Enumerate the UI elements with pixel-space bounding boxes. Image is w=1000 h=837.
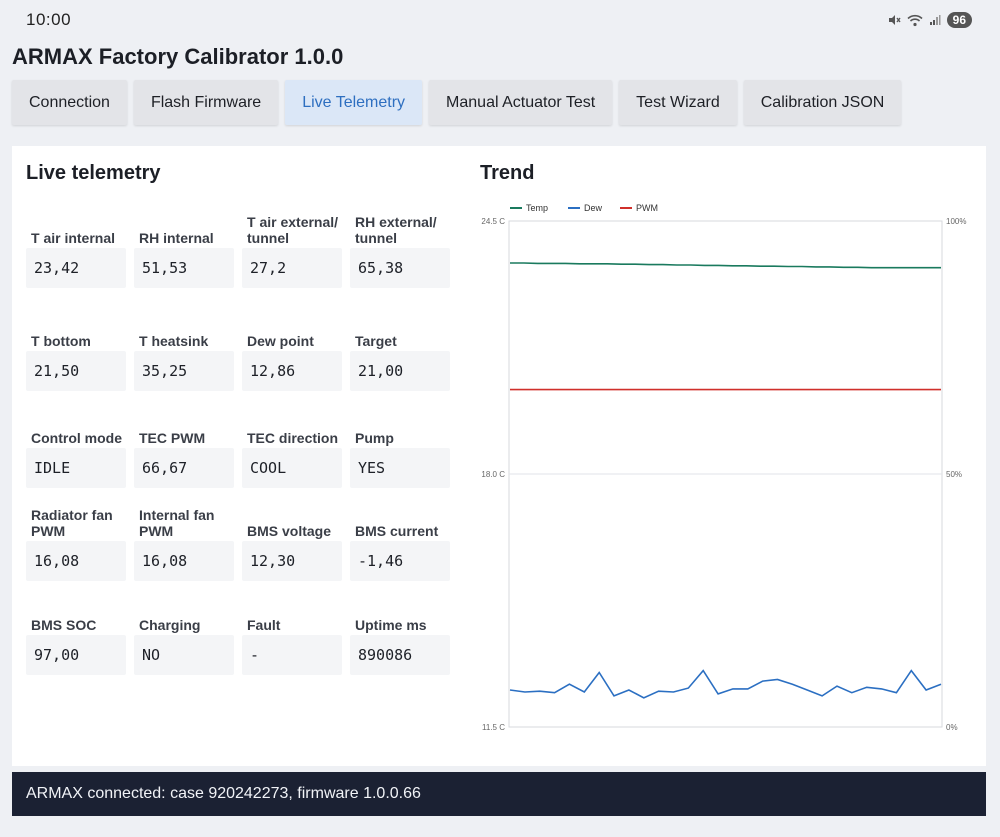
telemetry-label: Control mode	[31, 430, 122, 446]
tab-flash-firmware[interactable]: Flash Firmware	[133, 80, 279, 125]
telemetry-value: 21,00	[350, 351, 450, 391]
trend-chart: 24.5 C 18.0 C 11.5 C 100% 50% 0% Temp Dew PWM	[474, 196, 984, 746]
legend-label-dew: Dew	[584, 203, 603, 213]
telemetry-label: BMS current	[355, 523, 439, 539]
telemetry-label: RH external/ tunnel	[355, 214, 437, 246]
telemetry-value: 16,08	[26, 541, 126, 581]
series-line-dew	[509, 669, 942, 699]
telemetry-cell: BMS current -1,46	[350, 501, 450, 581]
telemetry-cell: T air internal 23,42	[26, 208, 126, 288]
telemetry-value: 27,2	[242, 248, 342, 288]
telemetry-value: COOL	[242, 448, 342, 488]
status-time: 10:00	[26, 10, 72, 29]
telemetry-cell: RH external/ tunnel 65,38	[350, 208, 450, 288]
y-left-tick-label: 18.0 C	[481, 470, 505, 479]
telemetry-label: T heatsink	[139, 333, 209, 349]
telemetry-label: Dew point	[247, 333, 314, 349]
telemetry-label: Uptime ms	[355, 617, 427, 633]
app-title: ARMAX Factory Calibrator 1.0.0	[12, 44, 344, 69]
telemetry-value: 12,86	[242, 351, 342, 391]
telemetry-cell: Control mode IDLE	[26, 408, 126, 488]
telemetry-value: 16,08	[134, 541, 234, 581]
telemetry-label: T bottom	[31, 333, 91, 349]
telemetry-value: 23,42	[26, 248, 126, 288]
tab-calibration-json[interactable]: Calibration JSON	[743, 80, 902, 125]
telemetry-cell: TEC direction COOL	[242, 408, 342, 488]
telemetry-value: 21,50	[26, 351, 126, 391]
telemetry-value: IDLE	[26, 448, 126, 488]
telemetry-label: Radiator fan PWM	[31, 507, 113, 539]
telemetry-value: 35,25	[134, 351, 234, 391]
telemetry-cell: Internal fan PWM 16,08	[134, 501, 234, 581]
telemetry-cell: Charging NO	[134, 595, 234, 675]
series-line-temp	[510, 262, 941, 269]
tab-manual-actuator-test[interactable]: Manual Actuator Test	[429, 80, 613, 125]
tab-live-telemetry[interactable]: Live Telemetry	[285, 80, 423, 125]
telemetry-value: 65,38	[350, 248, 450, 288]
telemetry-value: NO	[134, 635, 234, 675]
signal-icon	[929, 14, 941, 26]
telemetry-cell: RH internal 51,53	[134, 208, 234, 288]
telemetry-cell: BMS voltage 12,30	[242, 501, 342, 581]
trend-title: Trend	[480, 162, 535, 184]
connection-status-bar: ARMAX connected: case 920242273, firmwar…	[12, 772, 986, 816]
main-panel: Live telemetry T air internal 23,42 RH int…	[12, 146, 986, 766]
telemetry-value: 890086	[350, 635, 450, 675]
telemetry-label: Internal fan PWM	[139, 507, 215, 539]
telemetry-label: BMS voltage	[247, 523, 332, 539]
telemetry-cell: T air external/ tunnel 27,2	[242, 208, 342, 288]
telemetry-label: Pump	[355, 430, 394, 446]
legend-label-temp: Temp	[526, 203, 548, 213]
telemetry-value: -1,46	[350, 541, 450, 581]
telemetry-cell: TEC PWM 66,67	[134, 408, 234, 488]
battery-icon: 96	[946, 12, 972, 28]
telemetry-value: 97,00	[26, 635, 126, 675]
telemetry-label: TEC direction	[247, 430, 339, 446]
telemetry-cell: Uptime ms 890086	[350, 595, 450, 675]
connection-status-text: ARMAX connected: case 920242273, firmwar…	[26, 785, 421, 802]
tab-bar: Connection Flash Firmware Live Telemetry…	[12, 80, 902, 126]
telemetry-title: Live telemetry	[26, 162, 161, 184]
telemetry-label: RH internal	[139, 230, 214, 246]
telemetry-label: TEC PWM	[139, 430, 206, 446]
telemetry-value: -	[242, 635, 342, 675]
mute-icon	[887, 13, 901, 27]
telemetry-value: 51,53	[134, 248, 234, 288]
status-icons: 96	[887, 12, 972, 28]
y-right-tick-label: 50%	[946, 470, 962, 479]
telemetry-cell: Target 21,00	[350, 311, 450, 391]
telemetry-value: YES	[350, 448, 450, 488]
tab-connection[interactable]: Connection	[12, 80, 127, 125]
trend-chart-svg: 24.5 C 18.0 C 11.5 C 100% 50% 0% Temp Dew PWM	[481, 203, 966, 732]
telemetry-value: 66,67	[134, 448, 234, 488]
telemetry-cell: T heatsink 35,25	[134, 311, 234, 391]
wifi-icon	[907, 14, 923, 27]
y-right-tick-label: 0%	[946, 723, 958, 732]
telemetry-value: 12,30	[242, 541, 342, 581]
telemetry-label: BMS SOC	[31, 617, 97, 633]
telemetry-label: Charging	[139, 617, 201, 633]
telemetry-cell: Pump YES	[350, 408, 450, 488]
telemetry-label: Target	[355, 333, 397, 349]
status-bar: 10:00 96	[0, 0, 1000, 40]
telemetry-cell: Dew point 12,86	[242, 311, 342, 391]
telemetry-label: T air internal	[31, 230, 116, 246]
tab-test-wizard[interactable]: Test Wizard	[619, 80, 737, 125]
y-left-tick-label: 24.5 C	[481, 217, 505, 226]
telemetry-cell: BMS SOC 97,00	[26, 595, 126, 675]
telemetry-cell: Fault -	[242, 595, 342, 675]
telemetry-label: Fault	[247, 617, 281, 633]
telemetry-cell: T bottom 21,50	[26, 311, 126, 391]
telemetry-label: T air external/ tunnel	[247, 214, 339, 246]
y-right-tick-label: 100%	[946, 217, 966, 226]
telemetry-cell: Radiator fan PWM 16,08	[26, 501, 126, 581]
legend-label-pwm: PWM	[636, 203, 658, 213]
y-left-tick-label: 11.5 C	[482, 723, 505, 732]
